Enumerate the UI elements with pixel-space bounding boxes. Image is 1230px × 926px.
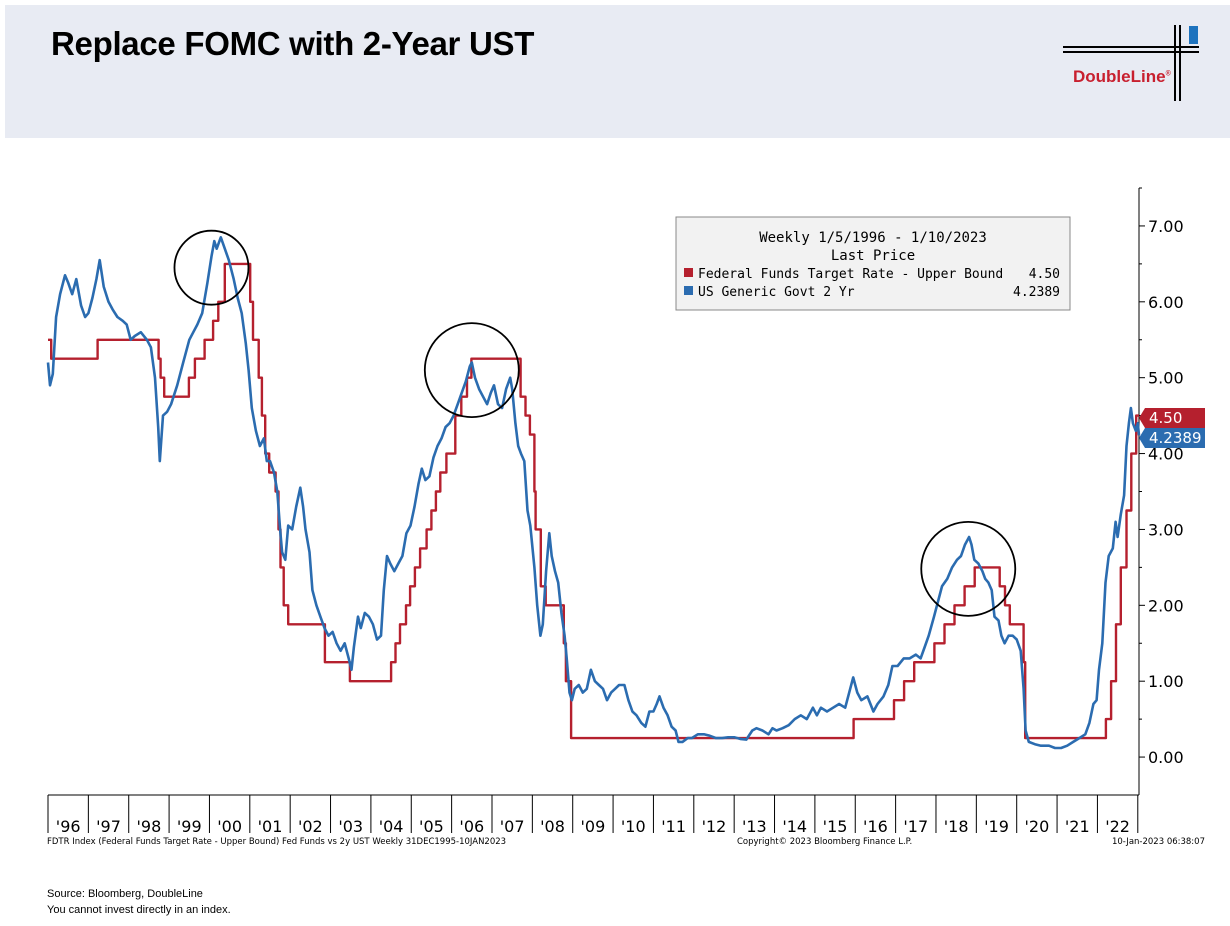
logo-text: DoubleLine®: [1073, 67, 1171, 86]
x-tick-label: '96: [56, 817, 81, 836]
x-tick-label: '15: [823, 817, 848, 836]
x-tick-label: '01: [258, 817, 283, 836]
header-banner: Replace FOMC with 2-Year UST DoubleLine®: [5, 5, 1230, 138]
y-tick-label: 6.00: [1148, 293, 1184, 312]
x-tick-label: '20: [1024, 817, 1049, 836]
legend-box: [675, 216, 1071, 311]
y-tick-label: 3.00: [1148, 520, 1184, 539]
chart-footer-left: FDTR Index (Federal Funds Target Rate - …: [47, 837, 506, 847]
legend-entry-value: 4.2389: [1013, 285, 1060, 300]
annotation-circle: [423, 322, 520, 419]
x-tick-label: '03: [338, 817, 363, 836]
legend-swatch: [684, 286, 693, 295]
legend-entry-label: Federal Funds Target Rate - Upper Bound: [698, 267, 1003, 282]
last-value-tag: [1139, 428, 1205, 448]
x-tick-label: '08: [540, 817, 565, 836]
y-tick-label: 2.00: [1148, 596, 1184, 615]
x-tick-label: '10: [621, 817, 646, 836]
disclaimer-note: You cannot invest directly in an index.: [47, 904, 231, 916]
source-note: Source: Bloomberg, DoubleLine: [47, 888, 203, 900]
x-tick-label: '97: [96, 817, 121, 836]
fed-funds-line: [48, 262, 1139, 740]
x-tick-label: '02: [298, 817, 323, 836]
x-tick-label: '16: [863, 817, 888, 836]
x-tick-label: '98: [137, 817, 162, 836]
ust-2yr-line: [46, 236, 1141, 750]
x-tick-label: '18: [944, 817, 969, 836]
x-tick-label: '13: [742, 817, 767, 836]
legend-swatch: [684, 268, 693, 277]
y-tick-label: 0.00: [1148, 748, 1184, 767]
x-tick-label: '09: [581, 817, 606, 836]
legend-entry-label: US Generic Govt 2 Yr: [698, 285, 855, 300]
chart-footer-timestamp: 10-Jan-2023 06:38:07: [1112, 837, 1205, 847]
legend-header-range: Weekly 1/5/1996 - 1/10/2023: [759, 230, 987, 246]
logo-lines-icon: [1063, 25, 1199, 101]
y-tick-label: 4.00: [1148, 445, 1184, 464]
y-tick-label: 7.00: [1148, 217, 1184, 236]
y-tick-label: 1.00: [1148, 672, 1184, 691]
chart-area: 0.00 1.00 2.00 3.00 4.00 5.00 6.00 7.00 '96 '97 '9…: [46, 187, 1205, 847]
x-tick-label: '22: [1105, 817, 1130, 836]
x-tick-label: '00: [217, 817, 242, 836]
x-tick-label: '06: [459, 817, 484, 836]
x-tick-label: '17: [903, 817, 928, 836]
y-tick-label: 5.00: [1148, 369, 1184, 388]
x-tick-label: '21: [1065, 817, 1090, 836]
annotation-circle: [173, 229, 250, 306]
annotation-circle: [920, 520, 1017, 617]
x-tick-label: '04: [379, 817, 404, 836]
x-tick-label: '99: [177, 817, 202, 836]
last-value-label: 4.50: [1149, 409, 1182, 427]
x-tick-label: '12: [702, 817, 727, 836]
x-tick-label: '11: [661, 817, 686, 836]
chart-footer-copyright: Copyright© 2023 Bloomberg Finance L.P.: [737, 837, 912, 847]
x-tick-label: '07: [500, 817, 525, 836]
legend-entry-value: 4.50: [1029, 267, 1060, 282]
legend-header-lastprice: Last Price: [831, 248, 915, 264]
last-value-tag: [1139, 408, 1205, 428]
x-tick-label: '05: [419, 817, 444, 836]
last-value-label: 4.2389: [1149, 429, 1202, 447]
x-tick-label: '19: [984, 817, 1009, 836]
doubleline-logo: DoubleLine®: [1063, 25, 1223, 107]
x-tick-label: '14: [782, 817, 807, 836]
page-title: Replace FOMC with 2-Year UST: [51, 25, 535, 62]
